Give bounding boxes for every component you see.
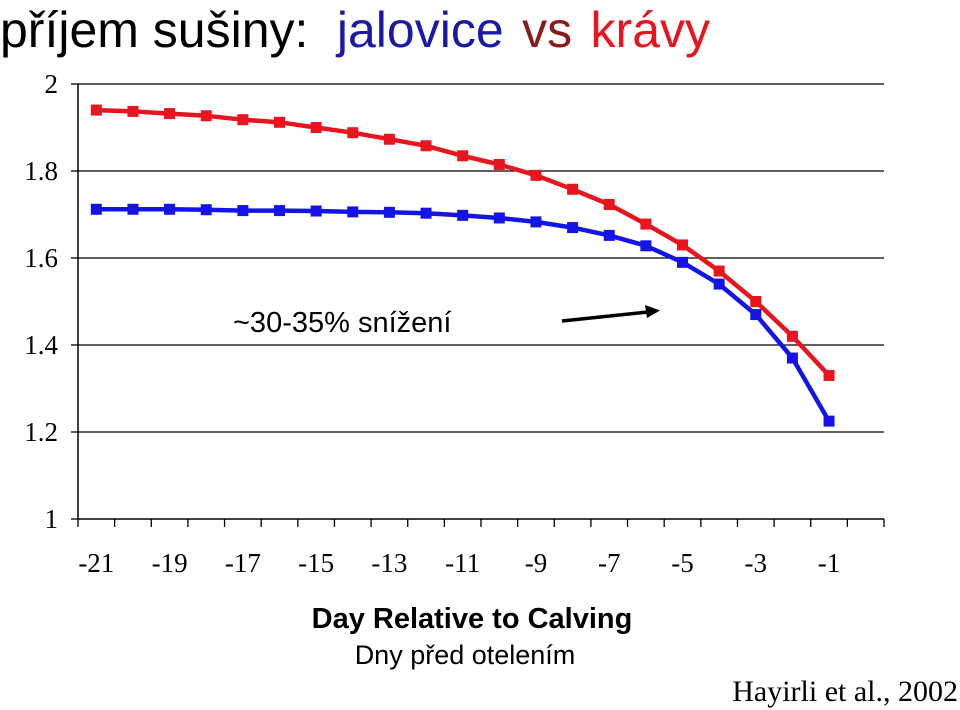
y-tick-label: 1.8 (24, 156, 58, 186)
data-point (90, 203, 102, 215)
data-point (713, 265, 725, 277)
x-axis-label: Day Relative to Calving (312, 603, 633, 635)
data-point (823, 369, 835, 381)
x-tick-label: -1 (818, 548, 841, 578)
data-point (310, 205, 322, 217)
x-tick-label: -19 (152, 548, 188, 578)
series-line (96, 107, 831, 377)
data-point (603, 229, 615, 241)
data-point (200, 110, 212, 122)
x-tick-label: -5 (671, 548, 694, 578)
x-axis-label-secondary: Dny před otelením (355, 640, 576, 670)
y-tick-label: 1.6 (24, 243, 58, 273)
data-point (347, 206, 359, 218)
x-tick-label: -21 (78, 548, 114, 578)
x-tick-label: -17 (225, 548, 261, 578)
x-tick-label: -9 (525, 548, 548, 578)
x-tick-label: -15 (298, 548, 334, 578)
annotation-text: ~30-35% snížení (233, 307, 451, 339)
source-credit: Hayirli et al., 2002 (732, 675, 958, 708)
data-point (786, 352, 798, 364)
annotation-arrow (561, 305, 660, 323)
data-point (677, 239, 688, 251)
x-tick-label: -7 (598, 548, 621, 578)
data-point (750, 309, 762, 321)
data-point (347, 127, 359, 139)
y-tick-label: 1.2 (24, 417, 58, 447)
x-ticks: -21 -19 -17 -15 -13 -11 -9 -7 -5 -3 -1 (77, 519, 885, 578)
y-tick-label: 1 (45, 504, 59, 534)
title-part-3: vs (522, 2, 572, 58)
title-part-2: jalovice (335, 2, 504, 58)
data-point (493, 212, 505, 224)
series-1 (90, 104, 835, 381)
axes (77, 84, 884, 520)
data-point (237, 114, 249, 126)
series-2 (90, 203, 835, 427)
data-point (677, 256, 688, 268)
data-point (640, 240, 652, 252)
data-point (713, 278, 725, 290)
data-point (603, 198, 615, 210)
data-point (237, 205, 249, 217)
data-point (493, 158, 505, 170)
data-point (383, 206, 395, 218)
data-point (750, 296, 762, 307)
data-point (127, 203, 139, 215)
data-point (420, 207, 432, 219)
data-point (164, 108, 176, 120)
data-point (640, 218, 652, 230)
data-point (530, 216, 542, 228)
data-point (274, 116, 285, 128)
data-point (127, 105, 139, 117)
data-point (786, 330, 798, 342)
title-part-1: příjem sušiny: (0, 2, 308, 58)
series (90, 104, 835, 427)
y-tick-label: 2 (45, 69, 59, 99)
data-point (457, 150, 469, 162)
grid (78, 83, 884, 433)
x-tick-label: -3 (745, 548, 768, 578)
data-point (310, 122, 322, 133)
data-point (567, 183, 579, 195)
title-part-4: krávy (591, 2, 710, 58)
series-line (96, 207, 831, 423)
data-point (420, 140, 432, 152)
data-point (90, 104, 102, 116)
data-point (567, 222, 579, 234)
y-ticks: 1 1.2 1.4 1.6 1.8 2 (24, 69, 78, 534)
y-tick-label: 1.4 (24, 330, 58, 360)
data-point (274, 205, 285, 217)
data-point (530, 169, 542, 181)
data-point (383, 133, 395, 145)
data-point (823, 415, 835, 427)
data-point (200, 204, 212, 216)
data-point (457, 209, 469, 221)
chart-title: příjem sušiny: jalovice vs krávy (0, 2, 710, 58)
x-tick-label: -11 (445, 548, 480, 578)
data-point (164, 203, 176, 215)
x-tick-label: -13 (371, 548, 407, 578)
